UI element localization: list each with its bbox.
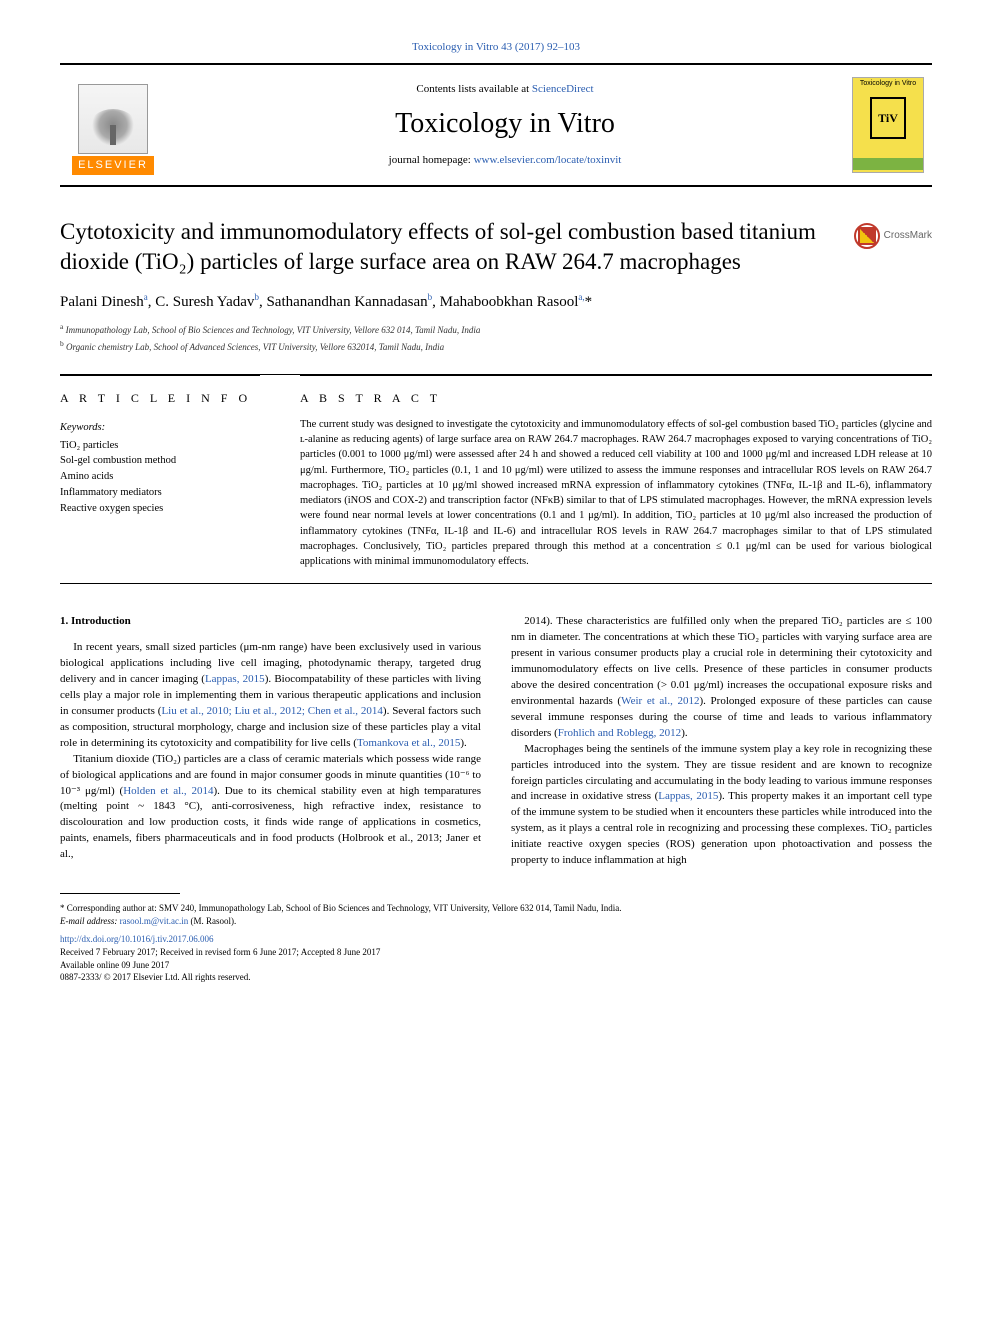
affiliation-b: Organic chemistry Lab, School of Advance…	[66, 342, 444, 352]
homepage-link[interactable]: www.elsevier.com/locate/toxinvit	[474, 154, 622, 166]
homepage-prefix: journal homepage:	[389, 154, 474, 166]
affiliation-a: Immunopathology Lab, School of Bio Scien…	[66, 325, 481, 335]
available-online-line: Available online 09 June 2017	[60, 959, 932, 972]
homepage-line: journal homepage: www.elsevier.com/locat…	[158, 153, 852, 168]
keyword-item: Inflammatory mediators	[60, 485, 260, 501]
citation-link[interactable]: Toxicology in Vitro 43 (2017) 92–103	[412, 41, 580, 53]
sciencedirect-link[interactable]: ScienceDirect	[532, 83, 594, 95]
body-paragraph: 2014). These characteristics are fulfill…	[511, 614, 932, 742]
keywords-heading: Keywords:	[60, 421, 260, 436]
abstract-heading: A B S T R A C T	[300, 386, 932, 407]
keywords-list: TiO₂ particlesSol-gel combustion methodA…	[60, 438, 260, 517]
article-info-heading: A R T I C L E I N F O	[60, 386, 260, 407]
reference-link[interactable]: Lappas, 2015	[205, 673, 265, 685]
reference-link[interactable]: Liu et al., 2010; Liu et al., 2012; Chen…	[161, 705, 382, 717]
contents-line: Contents lists available at ScienceDirec…	[158, 82, 852, 97]
email-suffix: (M. Rasool).	[188, 916, 236, 926]
reference-link[interactable]: Frohlich and Roblegg, 2012	[558, 727, 681, 739]
abstract-text: The current study was designed to invest…	[300, 417, 932, 569]
citation-line: Toxicology in Vitro 43 (2017) 92–103	[60, 40, 932, 55]
right-column: 2014). These characteristics are fulfill…	[511, 614, 932, 869]
cover-bottom-stripe	[853, 158, 923, 170]
crossmark-icon	[854, 223, 880, 249]
footnote-block: * Corresponding author at: SMV 240, Immu…	[60, 902, 932, 984]
left-column: 1. Introduction In recent years, small s…	[60, 614, 481, 869]
cover-logo: TiV	[870, 97, 906, 139]
publisher-name: ELSEVIER	[72, 156, 154, 175]
keyword-item: Amino acids	[60, 469, 260, 485]
crossmark-label: CrossMark	[884, 229, 932, 243]
corresponding-author: * Corresponding author at: SMV 240, Immu…	[60, 902, 932, 915]
keyword-item: Sol-gel combustion method	[60, 453, 260, 469]
reference-link[interactable]: Weir et al., 2012	[621, 695, 699, 707]
email-link[interactable]: rasool.m@vit.ac.in	[120, 916, 189, 926]
footnote-separator	[60, 893, 180, 894]
body-paragraph: Titanium dioxide (TiO₂) particles are a …	[60, 752, 481, 864]
doi-link[interactable]: http://dx.doi.org/10.1016/j.tiv.2017.06.…	[60, 933, 932, 946]
copyright-line: 0887-2333/ © 2017 Elsevier Ltd. All righ…	[60, 971, 932, 984]
cover-small-title: Toxicology in Vitro	[858, 78, 918, 89]
article-title: Cytotoxicity and immunomodulatory effect…	[60, 217, 834, 277]
intro-heading: 1. Introduction	[60, 614, 481, 630]
reference-link[interactable]: Lappas, 2015	[658, 790, 718, 802]
crossmark-badge[interactable]: CrossMark	[854, 223, 932, 249]
contents-prefix: Contents lists available at	[416, 83, 531, 95]
affiliations: a Immunopathology Lab, School of Bio Sci…	[60, 321, 932, 354]
authors-line: Palani Dinesha, C. Suresh Yadavb, Sathan…	[60, 291, 932, 313]
elsevier-logo: ELSEVIER	[68, 75, 158, 175]
keyword-item: TiO₂ particles	[60, 438, 260, 454]
journal-title: Toxicology in Vitro	[158, 104, 852, 143]
abstract-column: A B S T R A C T The current study was de…	[300, 375, 932, 569]
body-paragraph: Macrophages being the sentinels of the i…	[511, 742, 932, 870]
received-line: Received 7 February 2017; Received in re…	[60, 946, 932, 959]
keyword-item: Reactive oxygen species	[60, 501, 260, 517]
body-columns: 1. Introduction In recent years, small s…	[60, 614, 932, 869]
journal-header: ELSEVIER Contents lists available at Sci…	[60, 63, 932, 187]
elsevier-tree-icon	[78, 84, 148, 154]
reference-link[interactable]: Tomankova et al., 2015	[357, 737, 460, 749]
journal-cover-thumbnail: Toxicology in Vitro TiV	[852, 77, 924, 173]
article-info-column: A R T I C L E I N F O Keywords: TiO₂ par…	[60, 375, 260, 569]
email-label: E-mail address:	[60, 916, 120, 926]
body-paragraph: In recent years, small sized particles (…	[60, 640, 481, 752]
reference-link[interactable]: Holden et al., 2014	[123, 785, 213, 797]
